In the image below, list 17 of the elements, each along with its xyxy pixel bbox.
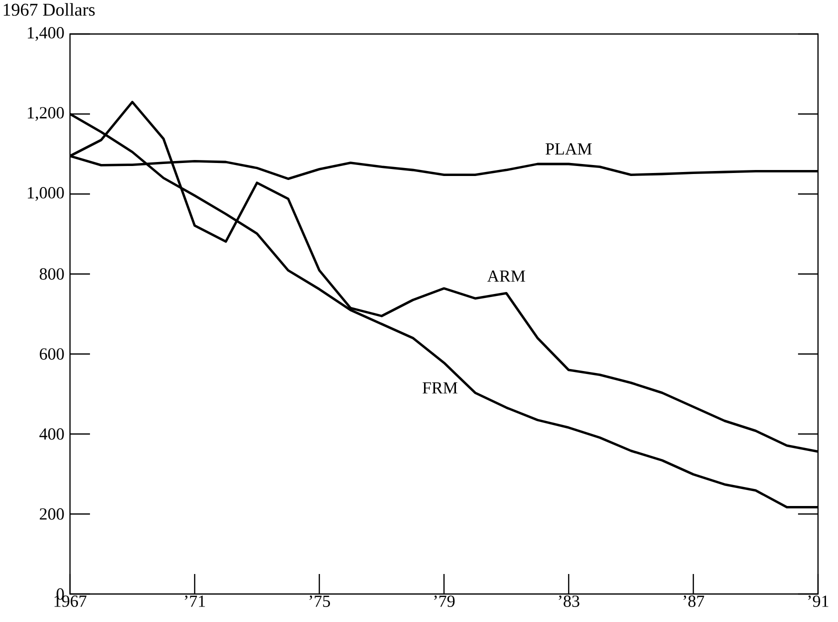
y-tick-label: 400 (39, 428, 64, 440)
x-tick-label: ’87 (684, 596, 704, 607)
y-tick-label: 800 (40, 268, 64, 280)
series-label: FRM (422, 382, 458, 394)
series-label: PLAM (546, 143, 592, 154)
y-axis-title: 1967 Dollars (4, 3, 95, 16)
y-tick-label: 1,200 (28, 107, 64, 121)
x-tick-label: ’75 (310, 596, 330, 607)
x-tick-label: ’83 (558, 596, 580, 607)
series-label: ARM (487, 270, 526, 282)
y-tick-label: 200 (40, 508, 64, 520)
y-tick-label: 1,000 (28, 187, 64, 201)
x-tick-label: ’79 (434, 596, 455, 607)
y-tick-label: 600 (40, 348, 64, 360)
x-tick-label: ’71 (184, 596, 205, 607)
y-tick-label: 1,400 (28, 27, 64, 41)
x-tick-label: ’91 (808, 596, 828, 607)
